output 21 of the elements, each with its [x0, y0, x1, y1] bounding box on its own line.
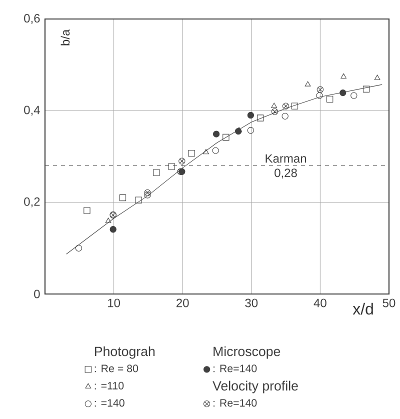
text: Velocity profile	[212, 380, 298, 394]
y-tick-label: 0	[34, 290, 40, 298]
annotation: 0,28	[274, 168, 297, 179]
text: Microscope	[214, 346, 280, 359]
legend-label: : =110	[94, 382, 124, 390]
y-axis-title: b/a	[60, 29, 70, 46]
x-tick-label: 30	[245, 298, 258, 308]
x-tick-label: 20	[176, 298, 189, 308]
text: Photograh	[94, 346, 154, 359]
y-tick-label: 0,4	[24, 106, 40, 116]
x-tick-label: 40	[314, 298, 326, 308]
legend-label: : Re=140	[213, 364, 257, 372]
x-tick-label: 50	[382, 298, 396, 308]
x-tick-label: 10	[108, 298, 120, 308]
legend-label: : Re=140	[213, 399, 257, 407]
legend-label: : =140	[94, 399, 124, 407]
y-tick-label: 0,2	[24, 197, 40, 208]
legend-label: : Re = 80	[94, 364, 138, 372]
y-tick-label: 0,6	[24, 14, 40, 24]
ref-line-label: Karman	[266, 154, 306, 163]
x-axis-title: x/d	[352, 302, 373, 315]
